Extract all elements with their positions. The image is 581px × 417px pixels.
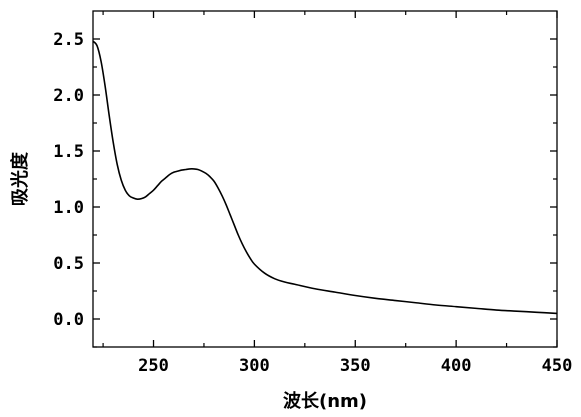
- x-tick-label: 400: [441, 356, 472, 376]
- absorbance-line: [92, 40, 558, 315]
- y-axis-title: 吸光度: [9, 151, 31, 206]
- plot-frame: [92, 10, 558, 348]
- x-axis-ticks: 250 300 350 400 450: [102, 11, 573, 376]
- y-axis-ticks: 0.0 0.5 1.0 1.5 2.0 2.5: [53, 30, 557, 348]
- y-tick-label: 1.5: [53, 142, 84, 162]
- y-tick-label: 0.0: [53, 310, 84, 330]
- x-tick-label: 300: [239, 356, 270, 376]
- y-tick-label: 0.5: [53, 254, 84, 274]
- y-tick-label: 1.0: [53, 198, 84, 218]
- x-tick-label: 250: [138, 356, 169, 376]
- x-tick-label: 450: [542, 356, 573, 376]
- series-layer: [92, 40, 558, 315]
- y-tick-label: 2.0: [53, 86, 84, 106]
- y-tick-label: 2.5: [53, 30, 84, 50]
- x-axis-title: 波长(nm): [283, 390, 367, 412]
- x-tick-label: 350: [340, 356, 371, 376]
